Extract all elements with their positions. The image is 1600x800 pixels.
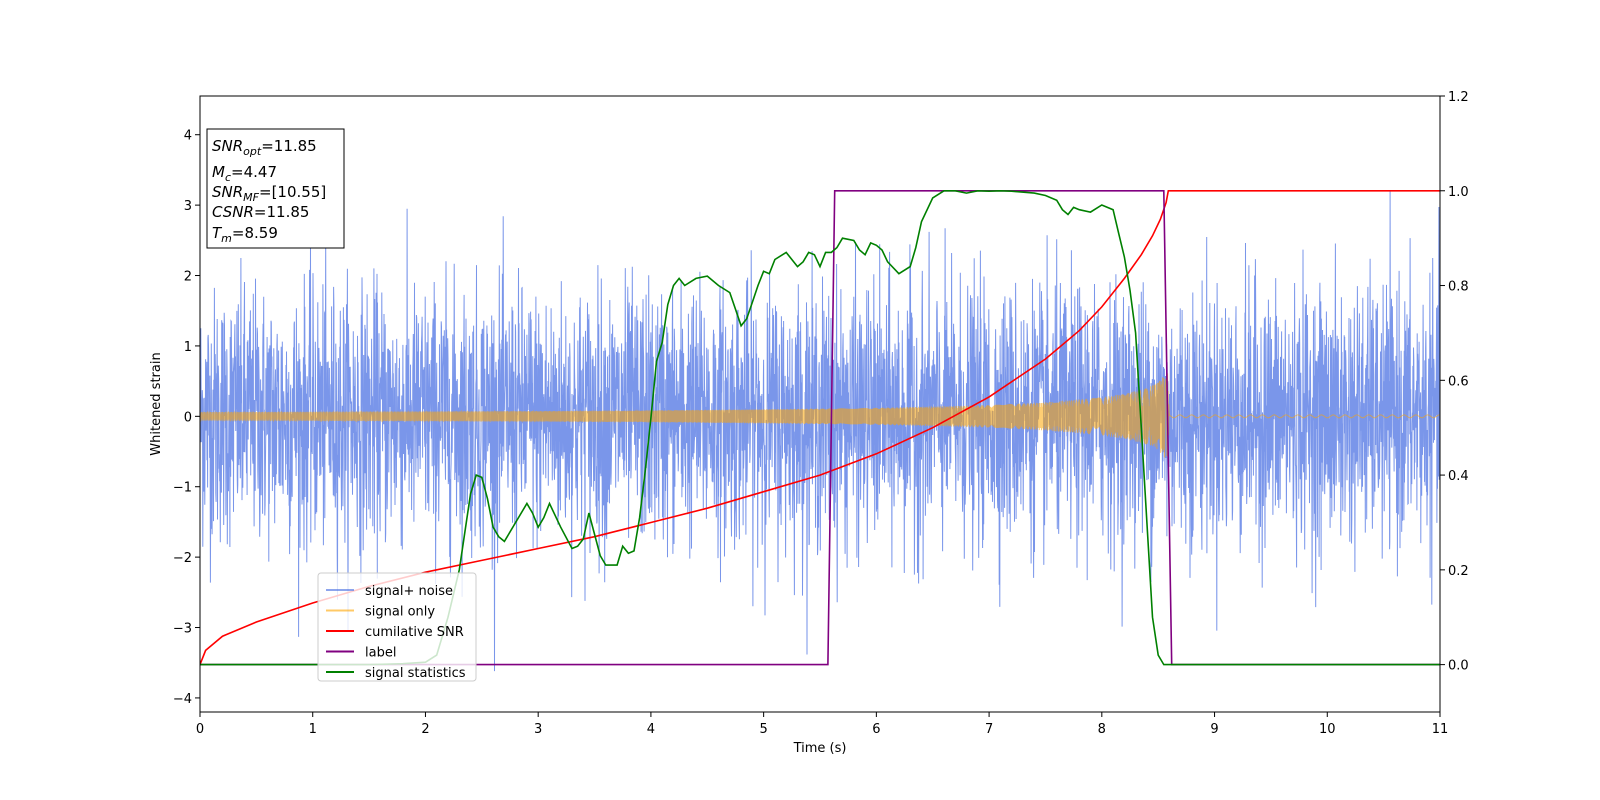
info-snr-mf: SNRMF=[10.55] — [212, 183, 326, 204]
x-tick-label: 7 — [985, 722, 993, 737]
x-tick-label: 1 — [309, 722, 317, 737]
y-tick-label: 3 — [184, 199, 192, 214]
x-axis: 0 1 2 3 4 5 6 7 8 9 10 11 — [196, 712, 1448, 737]
y2-tick-label: 1.0 — [1448, 185, 1469, 200]
y2-tick-label: 0.2 — [1448, 564, 1469, 579]
y-axis-label: Whitened strain — [149, 352, 164, 455]
x-tick-label: 9 — [1210, 722, 1218, 737]
y-axis-left: −4 −3 −2 −1 0 1 2 3 4 — [173, 129, 200, 707]
y2-tick-label: 0.6 — [1448, 374, 1469, 389]
info-tm: Tm=8.59 — [212, 224, 278, 245]
x-tick-label: 4 — [647, 722, 655, 737]
x-tick-label: 8 — [1098, 722, 1106, 737]
legend-signal-only-text: signal only — [365, 605, 435, 620]
y2-tick-label: 0.8 — [1448, 280, 1469, 295]
legend-label-text: label — [365, 646, 396, 661]
legend-signal-noise-text: signal+ noise — [365, 584, 453, 599]
y-tick-label: 0 — [184, 410, 192, 425]
series-signal-statistics — [200, 189, 1440, 666]
x-tick-label: 3 — [534, 722, 542, 737]
x-tick-label: 11 — [1432, 722, 1449, 737]
y-tick-label: 4 — [184, 129, 192, 144]
y-tick-label: −4 — [173, 692, 192, 707]
x-tick-label: 2 — [421, 722, 429, 737]
y2-tick-label: 0.4 — [1448, 469, 1469, 484]
y-tick-label: −2 — [173, 551, 192, 566]
y-tick-label: 1 — [184, 340, 192, 355]
series-signal-only — [200, 373, 1440, 458]
x-tick-label: 6 — [872, 722, 880, 737]
legend-signal-statistics-text: signal statistics — [365, 666, 466, 681]
x-axis-label: Time (s) — [793, 741, 847, 756]
y-tick-label: −3 — [173, 622, 192, 637]
info-snr-opt: SNRopt=11.85 — [212, 137, 317, 158]
x-tick-label: 5 — [759, 722, 767, 737]
x-tick-label: 0 — [196, 722, 204, 737]
info-box: SNRopt=11.85 Mc=4.47 SNRMF=[10.55] CSNR=… — [206, 128, 345, 249]
y2-tick-label: 1.2 — [1448, 90, 1469, 105]
y-axis-right: 0.0 0.2 0.4 0.6 0.8 1.0 1.2 — [1440, 90, 1469, 674]
info-mc: Mc=4.47 — [212, 163, 277, 184]
info-csnr: CSNR=11.85 — [212, 203, 309, 221]
legend: signal+ noise signal only cumilative SNR la… — [317, 572, 477, 682]
y-tick-label: 2 — [184, 270, 192, 285]
y2-tick-label: 0.0 — [1448, 659, 1469, 674]
legend-cumulative-snr-text: cumilative SNR — [365, 625, 464, 640]
y-tick-label: −1 — [173, 481, 192, 496]
axes-frame — [199, 95, 1441, 713]
x-tick-label: 10 — [1319, 722, 1336, 737]
